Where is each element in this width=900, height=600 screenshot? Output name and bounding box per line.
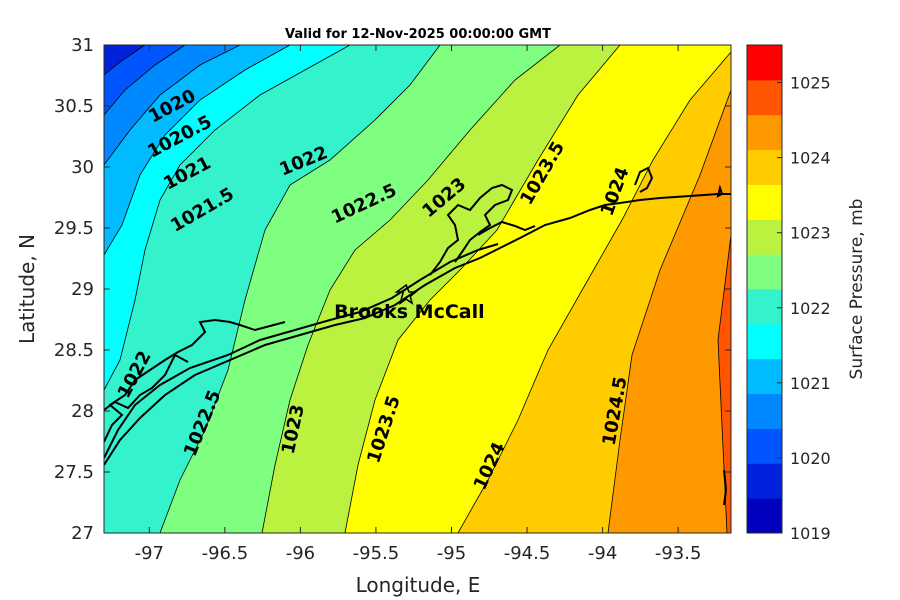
colorbar-segment (747, 498, 782, 534)
colorbar-segment (747, 45, 782, 81)
colorbar-segment (747, 114, 782, 151)
y-tick-label: 29 (71, 279, 94, 300)
x-tick-label: -95 (437, 543, 466, 564)
y-axis-ticks: 27 27.5 28 28.5 29 29.5 30 30.5 31 (54, 35, 731, 544)
colorbar-segment (747, 149, 782, 185)
y-tick-label: 30.5 (54, 96, 94, 117)
star-icon[interactable] (394, 283, 418, 305)
colorbar-segment (747, 79, 782, 116)
x-axis-ticks: -97 -96.5 -96 -95.5 -95 -94.5 -94 -93.5 (135, 45, 702, 564)
x-tick-label: -94.5 (504, 543, 551, 564)
map-title: Valid for 12-Nov-2025 00:00:00 GMT (285, 27, 551, 42)
colorbar-label: Surface Pressure, mb (847, 199, 867, 380)
colorbar-tick-label: 1023 (790, 224, 831, 243)
x-tick-label: -96 (286, 543, 315, 564)
x-axis-label: Longitude, E (356, 573, 481, 597)
colorbar-segment (747, 254, 782, 290)
x-tick-label: -97 (135, 543, 164, 564)
y-tick-label: 31 (71, 35, 94, 56)
station-marker-group: Brooks McCall (334, 283, 485, 323)
colorbar-segment (747, 393, 782, 429)
colorbar-tick-label: 1020 (790, 449, 831, 468)
colorbar-segment (747, 219, 782, 255)
colorbar (747, 45, 782, 534)
y-tick-label: 29.5 (54, 218, 94, 239)
colorbar-segment (747, 358, 782, 395)
colorbar-tick-label: 1024 (790, 149, 831, 168)
y-tick-label: 27 (71, 523, 94, 544)
station-label: Brooks McCall (334, 301, 484, 323)
colorbar-frame (746, 44, 783, 534)
colorbar-tick-label: 1019 (790, 524, 831, 543)
colorbar-tick-label: 1021 (790, 374, 831, 393)
y-tick-label: 28 (71, 401, 94, 422)
colorbar-segment (747, 289, 782, 325)
colorbar-segment (747, 323, 782, 360)
band-1019-5 (104, 45, 145, 75)
y-tick-label: 27.5 (54, 462, 94, 483)
colorbar-ticks: 1019 1020 1021 1022 1023 1024 1025 (777, 74, 831, 543)
y-axis-label: Latitude, N (15, 234, 39, 344)
x-tick-label: -95.5 (353, 543, 400, 564)
colorbar-segment (747, 184, 782, 220)
x-tick-label: -93.5 (655, 543, 702, 564)
band-1022 (104, 45, 440, 533)
x-tick-label: -96.5 (202, 543, 249, 564)
band-1020 (104, 45, 185, 115)
contour-lines (104, 45, 731, 533)
colorbar-tick-label: 1025 (790, 74, 831, 93)
colorbar-segment (747, 463, 782, 499)
y-tick-label: 30 (71, 157, 94, 178)
coastline (104, 166, 731, 506)
x-tick-label: -94 (588, 543, 617, 564)
y-tick-label: 28.5 (54, 340, 94, 361)
colorbar-segment (747, 428, 782, 464)
colorbar-tick-label: 1022 (790, 299, 831, 318)
